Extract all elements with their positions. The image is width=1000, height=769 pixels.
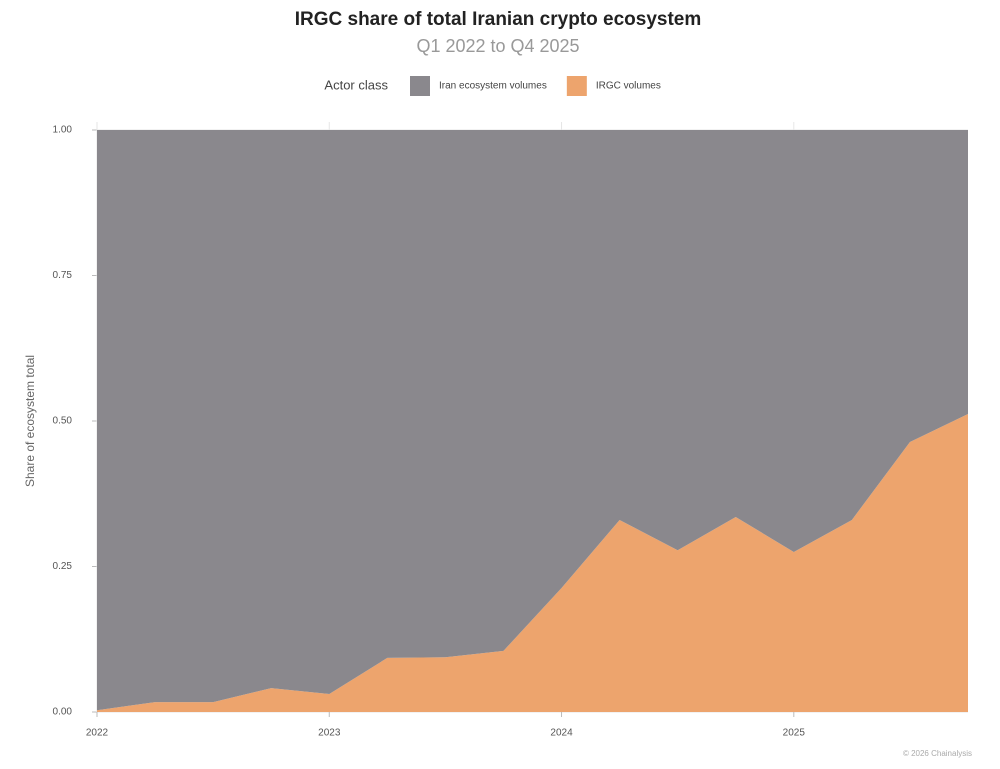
legend-label: IRGC volumes (596, 81, 661, 92)
credit: © 2026 Chainalysis (903, 749, 972, 758)
x-tick-label: 2024 (550, 728, 573, 739)
y-tick-label: 1.00 (53, 125, 73, 136)
area (97, 130, 968, 711)
x-tick-label: 2023 (318, 728, 341, 739)
legend-title: Actor class (324, 77, 388, 92)
x-tick-label: 2022 (86, 728, 109, 739)
chart-subtitle: Q1 2022 to Q4 2025 (416, 36, 579, 56)
legend-swatch (410, 76, 430, 96)
y-axis-label: Share of ecosystem total (23, 355, 37, 487)
y-tick-label: 0.25 (53, 561, 73, 572)
chart-title: IRGC share of total Iranian crypto ecosy… (295, 9, 702, 30)
legend-label: Iran ecosystem volumes (439, 81, 547, 92)
x-tick-label: 2025 (783, 728, 806, 739)
y-tick-label: 0.00 (53, 707, 73, 718)
legend-swatch (566, 76, 587, 96)
y-tick-label: 0.75 (53, 270, 73, 281)
area (97, 414, 968, 712)
y-tick-label: 0.50 (53, 416, 73, 427)
